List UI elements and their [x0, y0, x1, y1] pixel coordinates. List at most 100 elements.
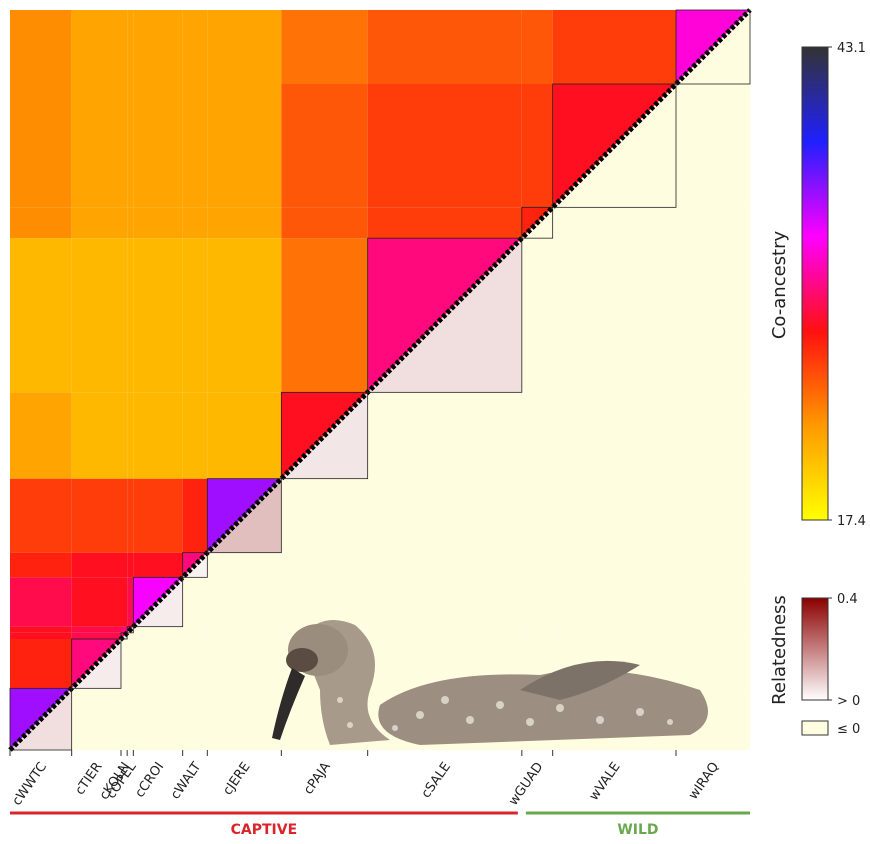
relatedness-cell	[676, 478, 750, 553]
coancestry-cell	[10, 577, 72, 627]
relatedness-cell	[133, 632, 183, 639]
coancestry-cell	[121, 478, 128, 553]
colorbar-tick-label: > 0	[837, 694, 860, 709]
coancestry-cell	[71, 238, 121, 393]
nonpositive-label: ≤ 0	[837, 722, 860, 737]
colorbar-tick-label: 17.4	[837, 514, 866, 529]
coancestry-cell	[127, 478, 134, 553]
coancestry-cell	[71, 632, 121, 639]
coancestry-cell	[133, 392, 183, 479]
coancestry-cell	[281, 10, 368, 84]
relatedness-cell	[281, 552, 368, 578]
coancestry-cell	[121, 84, 128, 208]
relatedness-cell	[676, 238, 750, 393]
coancestry-cell	[71, 392, 121, 479]
relatedness-cell	[207, 626, 282, 633]
coancestry-cell	[10, 10, 72, 84]
coancestry-cell	[127, 84, 134, 208]
relatedness-cell	[133, 688, 183, 750]
group-label: cWALT	[168, 760, 204, 803]
coancestry-cell	[207, 10, 282, 84]
group-box	[206, 478, 282, 554]
colorbar-tick-label: 43.1	[837, 41, 866, 56]
nonpositive-swatch	[801, 720, 829, 736]
relatedness-cell	[521, 626, 553, 633]
coancestry-cell	[71, 478, 121, 553]
coancestry-cell	[71, 207, 121, 239]
coancestry-cell	[10, 478, 72, 553]
relatedness-cell	[521, 238, 553, 393]
relatedness-cell	[367, 478, 522, 553]
coancestry-cell	[182, 238, 208, 393]
coancestry-cell	[10, 238, 72, 393]
relatedness-cell	[552, 207, 676, 239]
relatedness-cell	[182, 632, 208, 639]
group-box	[126, 626, 134, 634]
colorbar	[801, 597, 829, 701]
coancestry-cell	[10, 84, 72, 208]
duck-illustration	[272, 620, 708, 745]
group-box	[120, 632, 128, 640]
group-box	[280, 391, 369, 480]
group-box	[552, 83, 677, 208]
group-box	[132, 576, 184, 628]
coancestry-cell	[207, 392, 282, 479]
relatedness-cell	[207, 577, 282, 627]
relatedness-cell	[521, 632, 553, 639]
coancestry-cell	[121, 552, 128, 578]
coancestry-cell	[10, 639, 72, 689]
coancestry-cell	[121, 626, 128, 633]
relatedness-cell	[281, 478, 368, 553]
relatedness-cell	[182, 639, 208, 689]
group-box	[367, 237, 523, 393]
relatedness-cell	[71, 688, 121, 750]
coancestry-cell	[127, 577, 134, 627]
relatedness-cell	[521, 577, 553, 627]
relatedness-cell	[676, 626, 750, 633]
coancestry-cell	[10, 552, 72, 578]
coancestry-cell	[71, 84, 121, 208]
coancestry-cell	[133, 207, 183, 239]
section-label: CAPTIVE	[231, 822, 298, 838]
relatedness-cell	[182, 577, 208, 627]
coancestry-cell	[121, 577, 128, 627]
coancestry-cell	[127, 552, 134, 578]
group-label: wVALE	[587, 760, 624, 804]
relatedness-cell	[133, 639, 183, 689]
coancestry-cell	[10, 207, 72, 239]
group-box	[675, 9, 751, 85]
relatedness-cell	[676, 552, 750, 578]
group-box	[9, 687, 73, 751]
relatedness-cell	[676, 632, 750, 639]
group-label: cPAJA	[301, 760, 334, 798]
relatedness-cell	[207, 552, 282, 578]
coancestry-cell	[281, 84, 368, 208]
coancestry-cell	[207, 207, 282, 239]
group-box	[182, 552, 208, 578]
relatedness-cell	[676, 207, 750, 239]
relatedness-cell	[521, 552, 553, 578]
relatedness-cell	[552, 478, 676, 553]
coancestry-cell	[367, 10, 522, 84]
group-box	[521, 206, 554, 239]
relatedness-cell	[367, 632, 522, 639]
coancestry-cell	[281, 207, 368, 239]
relatedness-cell	[133, 626, 183, 633]
relatedness-cell	[127, 632, 134, 639]
coancestry-cell	[121, 238, 128, 393]
coancestry-cell	[182, 478, 208, 553]
group-label: wIRAQ	[686, 760, 722, 803]
coancestry-cell	[10, 632, 72, 639]
coancestry-cell	[71, 626, 121, 633]
coancestry-cell	[367, 207, 522, 239]
coancestry-cell	[127, 207, 134, 239]
coancestry-cell	[182, 84, 208, 208]
coancestry-cell	[207, 84, 282, 208]
relatedness-cell	[367, 577, 522, 627]
coancestry-cell	[207, 238, 282, 393]
relatedness-cell	[367, 626, 522, 633]
relatedness-cell	[182, 626, 208, 633]
coancestry-cell	[133, 552, 183, 578]
coancestry-cell	[182, 207, 208, 239]
